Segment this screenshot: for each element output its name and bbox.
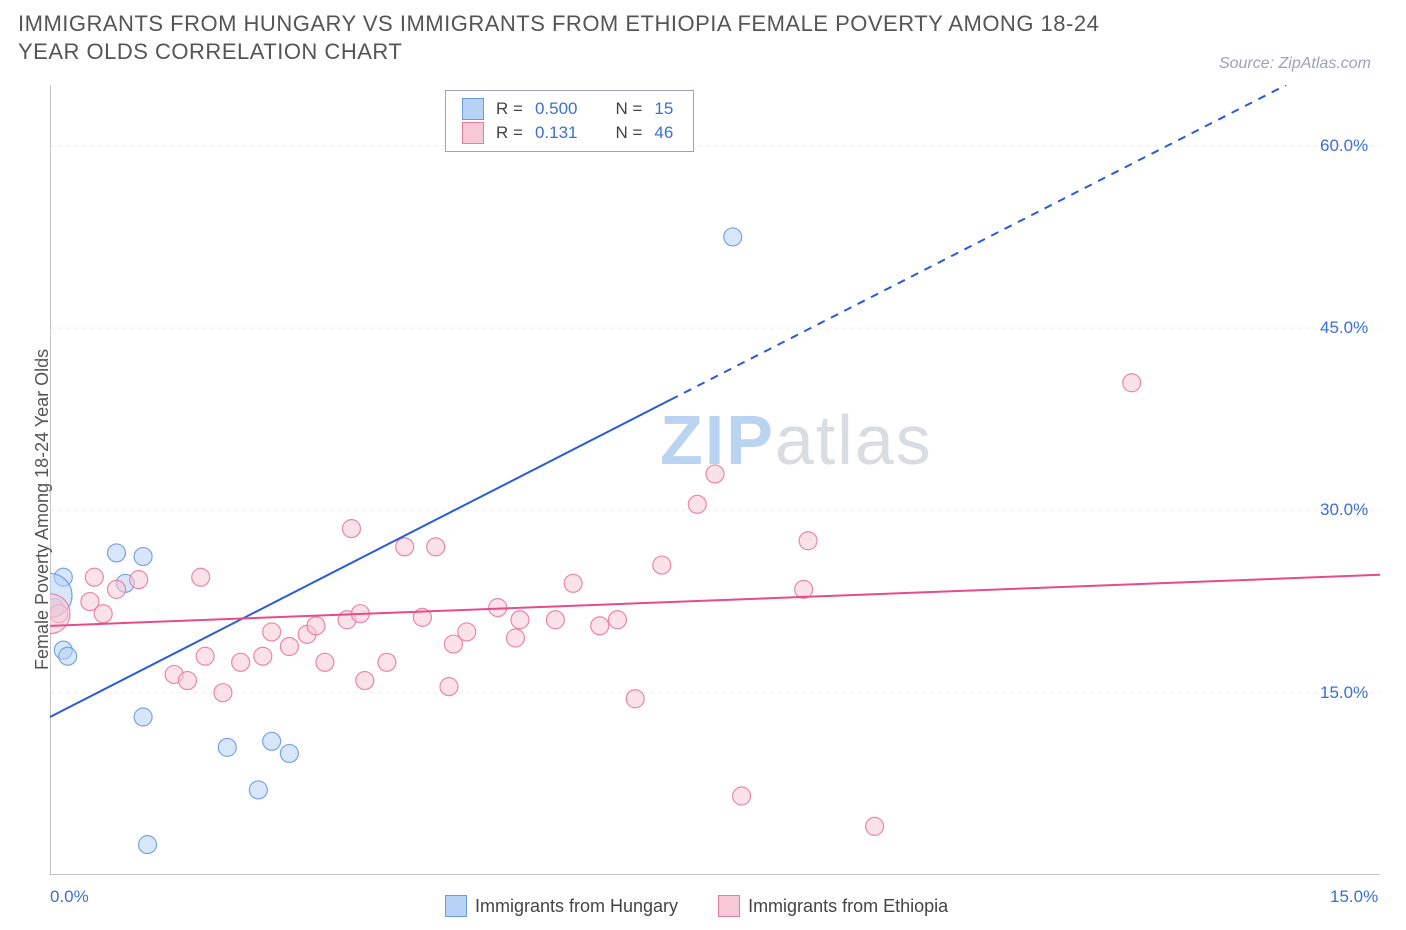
n-value-hungary: 15 <box>648 97 679 121</box>
tick-label: 15.0% <box>1320 683 1368 703</box>
legend-item-hungary: Immigrants from Hungary <box>445 895 678 917</box>
n-label: N = <box>609 121 648 145</box>
tick-label: 0.0% <box>50 887 89 907</box>
r-value-hungary: 0.500 <box>529 97 584 121</box>
tick-label: 30.0% <box>1320 500 1368 520</box>
swatch-ethiopia-icon <box>718 895 740 917</box>
stats-legend-box: R = 0.500 N = 15 R = 0.131 N = 46 <box>445 90 694 152</box>
tick-label: 15.0% <box>1330 887 1378 907</box>
source-label: Source: ZipAtlas.com <box>1219 55 1371 73</box>
chart-title: IMMIGRANTS FROM HUNGARY VS IMMIGRANTS FR… <box>18 10 1156 66</box>
r-label: R = <box>490 97 529 121</box>
tick-label: 60.0% <box>1320 136 1368 156</box>
n-value-ethiopia: 46 <box>648 121 679 145</box>
r-label: R = <box>490 121 529 145</box>
swatch-hungary-icon <box>462 98 484 120</box>
n-label: N = <box>609 97 648 121</box>
stats-row-hungary: R = 0.500 N = 15 <box>456 97 679 121</box>
stats-row-ethiopia: R = 0.131 N = 46 <box>456 121 679 145</box>
swatch-hungary-icon <box>445 895 467 917</box>
chart-container: IMMIGRANTS FROM HUNGARY VS IMMIGRANTS FR… <box>0 0 1406 930</box>
r-value-ethiopia: 0.131 <box>529 121 584 145</box>
bottom-legend: Immigrants from Hungary Immigrants from … <box>445 895 948 917</box>
scatter-plot <box>50 85 1380 875</box>
legend-item-ethiopia: Immigrants from Ethiopia <box>718 895 948 917</box>
legend-label-hungary: Immigrants from Hungary <box>475 896 678 917</box>
swatch-ethiopia-icon <box>462 122 484 144</box>
tick-label: 45.0% <box>1320 318 1368 338</box>
legend-label-ethiopia: Immigrants from Ethiopia <box>748 896 948 917</box>
